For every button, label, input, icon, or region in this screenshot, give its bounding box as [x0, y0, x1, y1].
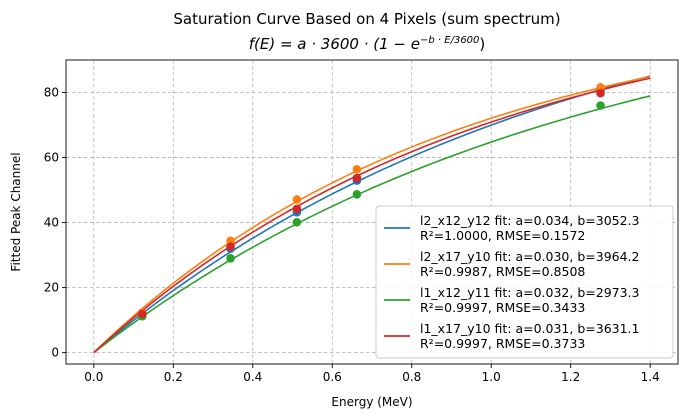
- legend-label-line2: R²=0.9997, RMSE=0.3733: [420, 336, 585, 351]
- legend-label-line1: l2_x17_y10 fit: a=0.030, b=3964.2: [420, 249, 639, 264]
- legend: l2_x12_y12 fit: a=0.034, b=3052.3R²=1.00…: [375, 205, 674, 359]
- fit-curve-l2_x17_y10: [93, 75, 651, 354]
- data-point-l1_x17_y10: [226, 242, 235, 251]
- y-tick-label: 60: [44, 151, 59, 165]
- data-point-l1_x17_y10: [352, 173, 362, 183]
- data-point-l2_x17_y10: [352, 164, 362, 174]
- data-point-l1_x12_y11: [352, 189, 362, 199]
- y-tick-label: 80: [44, 86, 59, 100]
- x-tick-label: 0.8: [402, 370, 421, 384]
- legend-box: [375, 205, 674, 359]
- x-tick-label: 1.2: [561, 370, 580, 384]
- data-point-l1_x12_y11: [596, 101, 605, 110]
- data-point-l1_x17_y10: [138, 309, 147, 319]
- x-tick-label: 0.0: [84, 370, 103, 384]
- legend-label-line1: l1_x12_y11 fit: a=0.032, b=2973.3: [420, 285, 639, 300]
- data-point-l2_x17_y10: [292, 195, 302, 204]
- data-points: [138, 83, 605, 321]
- x-axis-label: Energy (MeV): [331, 395, 412, 409]
- formula-close: ): [479, 35, 485, 53]
- data-point-l1_x17_y10: [292, 204, 302, 214]
- data-point-l1_x17_y10: [596, 88, 605, 98]
- fit-curve-l2_x12_y12: [93, 75, 651, 354]
- formula-main: f(E) = a · 3600 · (1 − e: [249, 35, 420, 53]
- y-axis-label: Fitted Peak Channel: [9, 152, 23, 271]
- fit-curves: [93, 75, 651, 354]
- legend-label-line2: R²=0.9997, RMSE=0.3433: [420, 300, 585, 315]
- legend-label-line1: l1_x17_y10 fit: a=0.031, b=3631.1: [420, 321, 639, 336]
- data-point-l1_x12_y11: [226, 254, 235, 263]
- y-tick-label: 40: [44, 216, 59, 230]
- x-tick-label: 0.6: [323, 370, 342, 384]
- plot-area-frame: [65, 59, 679, 365]
- x-tick-label: 0.4: [243, 370, 262, 384]
- legend-label-line2: R²=1.0000, RMSE=0.1572: [420, 228, 585, 243]
- legend-label-line2: R²=0.9987, RMSE=0.8508: [420, 264, 585, 279]
- axis-ticks: 0.0 0.2 0.4 0.6 0.8 1.0 1.2 1.4 0 20 40 60 80: [44, 86, 660, 384]
- y-tick-label: 0: [51, 346, 59, 360]
- fit-curve-l1_x17_y10: [93, 77, 651, 354]
- formula-exponent: −b · E/3600: [420, 35, 479, 46]
- legend-label-line1: l2_x12_y12 fit: a=0.034, b=3052.3: [420, 213, 639, 228]
- x-tick-label: 1.4: [641, 370, 660, 384]
- chart-title: Saturation Curve Based on 4 Pixels (sum …: [173, 10, 560, 28]
- y-tick-label: 20: [44, 281, 59, 295]
- data-point-l1_x12_y11: [292, 217, 302, 227]
- fit-curve-l1_x12_y11: [93, 95, 651, 354]
- chart-subtitle-formula: f(E) = a · 3600 · (1 − e−b · E/3600): [249, 35, 486, 53]
- x-tick-label: 1.0: [482, 370, 501, 384]
- x-tick-label: 0.2: [164, 370, 183, 384]
